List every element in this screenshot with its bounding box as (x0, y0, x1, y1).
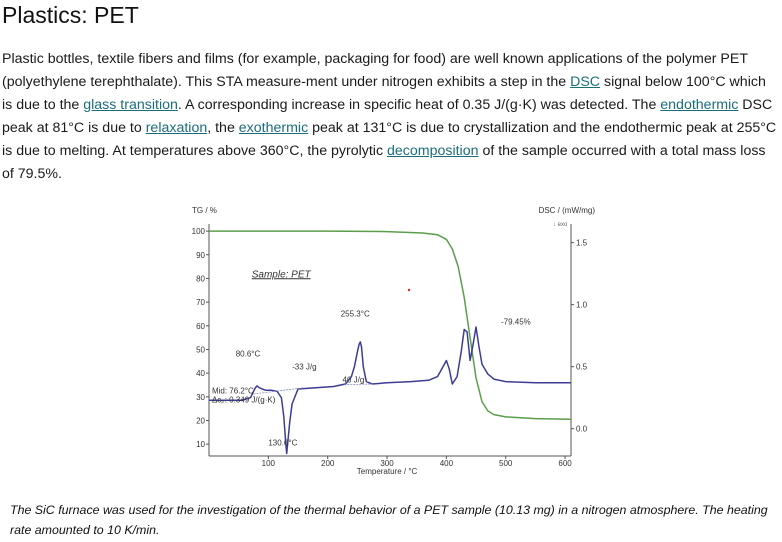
y-tick-label-left: 90 (196, 251, 205, 260)
x-axis-label: Temperature / °C (357, 467, 418, 476)
x-tick-label: 600 (558, 459, 572, 468)
y-axis-left-label: TG / % (192, 206, 217, 215)
y-tick-label-left: 70 (196, 298, 205, 307)
intro-text: peak at 131°C is due to crystallization … (2, 120, 777, 159)
tg-curve (209, 230, 572, 421)
annotation-label: 40 J/g (343, 376, 365, 385)
sta-chart: 10 20 30 40 50 60 70 80 90 100 0.0 0.5 1.0 1.5 100 200 3… (186, 196, 606, 480)
annotation-label: Δcₚ: 0.349 J/(g·K) (212, 396, 276, 405)
y-tick-label-left: 40 (196, 369, 205, 378)
melting-baseline (344, 383, 373, 386)
intro-paragraph: Plastic bottles, textile fibers and film… (2, 48, 780, 186)
y-tick-label-left: 60 (196, 322, 205, 331)
annotation-label: Mid: 76.2°C (212, 386, 254, 395)
intro-text: , the (207, 120, 239, 136)
endothermic-link[interactable]: endothermic (660, 97, 739, 113)
annotation-label: -79.45% (501, 318, 531, 327)
y-axis-right-label: DSC / (mW/mg) (539, 206, 596, 215)
y-tick-label-right: 0.5 (576, 363, 588, 372)
page-title: Plastics: PET (2, 2, 139, 28)
annotation-label: 255.3°C (341, 309, 370, 318)
y-tick-label-left: 30 (196, 393, 205, 402)
y-tick-label-right: 1.0 (576, 301, 588, 310)
annotation-label: 80.6°C (236, 350, 261, 359)
y-tick-label-left: 100 (192, 227, 206, 236)
marker-dot (407, 288, 411, 292)
intro-text: DSC peak at 81°C is due to (2, 97, 773, 136)
chart-svg: 10 20 30 40 50 60 70 80 90 100 0.0 0.5 1.0 1.5 100 200 3… (192, 206, 596, 476)
y-tick-label-right: 0.0 (576, 425, 588, 434)
exothermic-link[interactable]: exothermic (238, 120, 309, 136)
relaxation-link[interactable]: relaxation (145, 120, 208, 136)
figure-caption: The SiC furnace was used for the investi… (10, 503, 768, 537)
intro-text: . A corresponding increase in specific h… (177, 97, 661, 113)
x-tick-label: 400 (440, 459, 454, 468)
y-tick-label-left: 10 (196, 440, 205, 449)
x-tick-label: 500 (499, 459, 513, 468)
x-tick-label: 200 (321, 459, 335, 468)
crystallization-baseline (253, 387, 304, 395)
decomposition-link[interactable]: decomposition (387, 143, 479, 159)
y-tick-label-left: 80 (196, 274, 205, 283)
y-tick-label-right: 1.5 (576, 239, 588, 248)
annotation-label: 130.6°C (268, 438, 297, 447)
y-tick-label-left: 50 (196, 345, 205, 354)
sample-label: Sample: PET (252, 269, 312, 280)
glass-transition-link[interactable]: glass transition (83, 97, 178, 113)
intro-text: of the sample occurred with a total mass… (2, 143, 766, 182)
x-tick-label: 300 (380, 459, 394, 468)
intro-text: signal below 100°C which is due to the (2, 74, 766, 113)
exo-label: ↓ exo (553, 222, 568, 228)
x-tick-label: 100 (262, 459, 276, 468)
annotation-label: -33 J/g (292, 363, 316, 372)
dsc-curve (209, 326, 571, 455)
y-tick-label-left: 20 (196, 416, 205, 425)
intro-text: Plastic bottles, textile fibers and film… (2, 51, 748, 90)
dsc-link[interactable]: DSC (570, 74, 601, 90)
